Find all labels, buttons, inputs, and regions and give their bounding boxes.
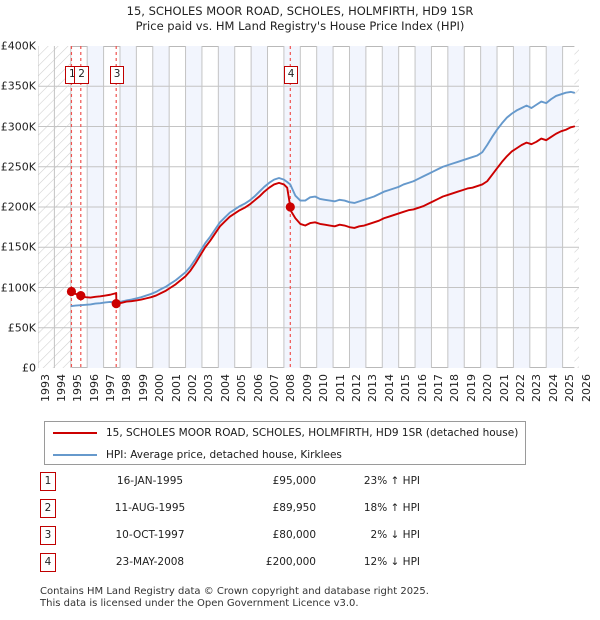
x-tick-label: 2019 xyxy=(464,374,478,402)
sale-marker-3[interactable]: 3 xyxy=(109,66,125,84)
x-tick-label: 2013 xyxy=(366,374,380,402)
table-row: 1 16-JAN-1995 £95,000 23% ↑ HPI xyxy=(40,472,480,499)
x-tick-label: 2002 xyxy=(186,374,200,402)
sale-price-points xyxy=(66,202,295,309)
x-tick-label: 2015 xyxy=(399,374,413,402)
y-tick-label: £50K xyxy=(7,321,36,335)
chart-title-block: 15, SCHOLES MOOR ROAD, SCHOLES, HOLMFIRT… xyxy=(0,4,600,34)
transaction-date: 10-OCT-1997 xyxy=(115,529,185,541)
y-tick-label: £100K xyxy=(0,281,36,294)
footer-line-1: Contains HM Land Registry data © Crown c… xyxy=(40,586,429,597)
x-tick-label: 2009 xyxy=(300,374,314,402)
x-tick-label: 1998 xyxy=(120,374,134,402)
x-tick-label: 2005 xyxy=(235,374,249,402)
x-tick-label: 1995 xyxy=(71,374,85,402)
y-tick-label: £150K xyxy=(0,240,36,254)
x-tick-label: 1996 xyxy=(87,374,101,402)
legend-entry-2: HPI: Average price, detached house, Kirk… xyxy=(45,444,525,466)
x-tick-label: 2003 xyxy=(202,374,216,402)
x-tick-label: 2007 xyxy=(268,374,281,402)
transaction-hpi-delta: 12% ↓ HPI xyxy=(363,556,420,568)
x-tick-label: 2004 xyxy=(218,374,232,402)
transaction-number-badge[interactable]: 4 xyxy=(40,553,56,572)
transactions-table: 1 16-JAN-1995 £95,000 23% ↑ HPI 2 11-AUG-1995… xyxy=(40,472,480,580)
y-tick-label: £250K xyxy=(0,160,36,174)
x-tick-label: 2010 xyxy=(317,374,331,402)
transaction-date: 11-AUG-1995 xyxy=(114,502,186,514)
transaction-price: £200,000 xyxy=(265,556,316,568)
x-tick-label: 2006 xyxy=(251,374,265,402)
transaction-date: 23-MAY-2008 xyxy=(115,556,185,568)
transaction-number-badge[interactable]: 1 xyxy=(40,472,56,491)
x-tick-label: 2008 xyxy=(284,374,298,402)
grid-lines xyxy=(38,46,579,368)
legend-label: 15, SCHOLES MOOR ROAD, SCHOLES, HOLMFIRT… xyxy=(106,427,519,439)
legend-entry-1: 15, SCHOLES MOOR ROAD, SCHOLES, HOLMFIRT… xyxy=(45,422,525,444)
x-tick-label: 2018 xyxy=(448,374,462,402)
legend-swatch-icon xyxy=(53,432,97,434)
footer-line-2: This data is licensed under the Open Gov… xyxy=(40,598,359,609)
y-tick-label: £300K xyxy=(0,120,36,133)
x-tick-label: 2020 xyxy=(481,374,495,402)
transaction-hpi-delta: 23% ↑ HPI xyxy=(363,475,420,487)
chart-legend: 15, SCHOLES MOOR ROAD, SCHOLES, HOLMFIRT… xyxy=(44,421,526,465)
price-series xyxy=(70,90,576,307)
transaction-price: £80,000 xyxy=(272,529,316,541)
x-tick-label: 1997 xyxy=(104,374,118,402)
legend-swatch-icon xyxy=(53,454,97,456)
x-axis-labels: 1993 1994 1995 1996 1997 1998 1999 2000 2001 2002… xyxy=(0,372,600,416)
transaction-price: £95,000 xyxy=(272,475,316,487)
x-tick-label: 2000 xyxy=(153,374,167,402)
x-tick-label: 1993 xyxy=(38,374,52,402)
y-tick-label: £200K xyxy=(0,200,36,214)
transaction-date: 16-JAN-1995 xyxy=(116,475,184,487)
sale-marker-4[interactable]: 4 xyxy=(283,66,299,84)
sale-marker-2[interactable]: 2 xyxy=(74,66,89,84)
legend-label: HPI: Average price, detached house, Kirk… xyxy=(106,449,342,461)
x-tick-label: 2022 xyxy=(513,374,527,402)
x-tick-label: 2001 xyxy=(169,374,183,402)
page-subtitle: Price paid vs. HM Land Registry's House … xyxy=(135,19,465,33)
table-row: 4 23-MAY-2008 £200,000 12% ↓ HPI xyxy=(40,553,480,580)
footer-attribution: Contains HM Land Registry data © Crown c… xyxy=(40,586,560,610)
transaction-number-badge[interactable]: 3 xyxy=(40,526,56,545)
x-tick-label: 2026 xyxy=(579,374,593,402)
x-tick-label: 2025 xyxy=(563,374,577,402)
x-tick-label: 1994 xyxy=(54,374,68,402)
x-tick-label: 2023 xyxy=(530,374,544,402)
y-tick-label: £350K xyxy=(0,79,36,93)
x-tick-label: 2017 xyxy=(431,374,445,402)
x-tick-label: 2012 xyxy=(349,374,363,402)
page-title: 15, SCHOLES MOOR ROAD, SCHOLES, HOLMFIRT… xyxy=(126,4,474,18)
x-tick-label: 2024 xyxy=(546,374,560,402)
x-tick-label: 2016 xyxy=(415,374,429,402)
x-tick-label: 1999 xyxy=(136,374,150,402)
x-tick-label: 2011 xyxy=(333,374,347,402)
transaction-hpi-delta: 2% ↓ HPI xyxy=(370,529,420,541)
transaction-price: £89,950 xyxy=(272,502,316,514)
x-tick-label: 2014 xyxy=(382,374,396,402)
transaction-hpi-delta: 18% ↑ HPI xyxy=(363,502,420,514)
x-tick-label: 2021 xyxy=(497,374,511,402)
table-row: 2 11-AUG-1995 £89,950 18% ↑ HPI xyxy=(40,499,480,526)
transaction-number-badge[interactable]: 2 xyxy=(40,499,56,518)
table-row: 3 10-OCT-1997 £80,000 2% ↓ HPI xyxy=(40,526,480,553)
y-tick-label: £400K xyxy=(0,39,36,53)
